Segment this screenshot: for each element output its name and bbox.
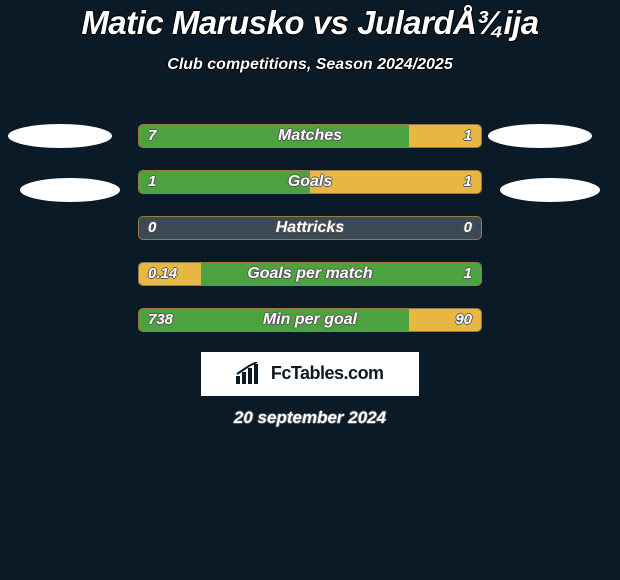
decorative-ellipse: [500, 178, 600, 202]
stat-value-right: 0: [464, 216, 472, 240]
stats-comparison-widget: Matic Marusko vs JulardÅ¾ija Club compet…: [0, 0, 620, 580]
snapshot-date: 20 september 2024: [0, 408, 620, 428]
stat-bar-left: [139, 125, 409, 147]
stat-row: Goals per match0.141: [0, 250, 620, 296]
stat-bar: [138, 262, 482, 286]
decorative-ellipse: [8, 124, 112, 148]
stat-bar-right: [201, 263, 481, 285]
stat-bar: [138, 216, 482, 240]
page-title: Matic Marusko vs JulardÅ¾ija: [0, 0, 620, 42]
fctables-label: FcTables.com: [271, 363, 384, 384]
stat-bar: [138, 170, 482, 194]
subtitle: Club competitions, Season 2024/2025: [0, 56, 620, 74]
stat-bar: [138, 308, 482, 332]
stat-value-right: 1: [464, 170, 472, 194]
stat-value-left: 1: [148, 170, 156, 194]
decorative-ellipse: [488, 124, 592, 148]
stat-bar-left: [139, 171, 310, 193]
stat-value-right: 90: [455, 308, 472, 332]
stat-value-left: 738: [148, 308, 173, 332]
stat-bar-right: [310, 171, 481, 193]
stat-value-left: 0.14: [148, 262, 177, 286]
fctables-chart-icon: [236, 362, 262, 384]
fctables-badge: FcTables.com: [201, 352, 419, 396]
decorative-ellipse: [20, 178, 120, 202]
stat-bar-left: [139, 309, 409, 331]
stat-row: Min per goal73890: [0, 296, 620, 342]
stat-value-left: 0: [148, 216, 156, 240]
stat-value-left: 7: [148, 124, 156, 148]
stat-value-right: 1: [464, 124, 472, 148]
stat-value-right: 1: [464, 262, 472, 286]
stat-bar: [138, 124, 482, 148]
stat-row: Hattricks00: [0, 204, 620, 250]
